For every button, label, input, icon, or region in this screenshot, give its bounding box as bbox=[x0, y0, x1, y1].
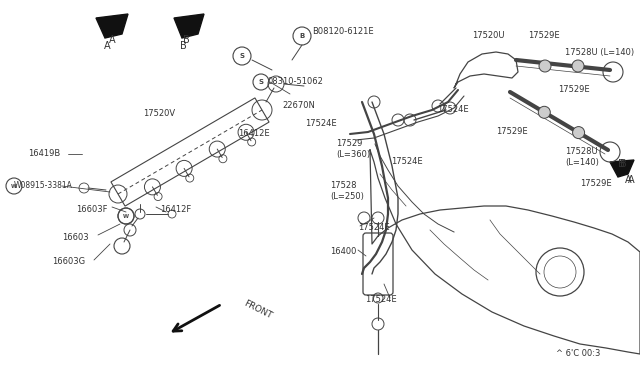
Text: 16400: 16400 bbox=[330, 247, 356, 257]
Polygon shape bbox=[610, 160, 634, 177]
Text: (L=140): (L=140) bbox=[565, 157, 599, 167]
Text: B08120-6121E: B08120-6121E bbox=[312, 28, 374, 36]
Text: (L=250): (L=250) bbox=[330, 192, 364, 201]
Text: A: A bbox=[104, 41, 110, 51]
Text: 16603: 16603 bbox=[62, 232, 88, 241]
Text: B: B bbox=[620, 159, 627, 169]
Text: ^ 6'C 00:3: ^ 6'C 00:3 bbox=[556, 350, 600, 359]
Text: 17520U: 17520U bbox=[472, 32, 504, 41]
Text: 17529E: 17529E bbox=[528, 32, 559, 41]
Text: 16412E: 16412E bbox=[238, 129, 269, 138]
Polygon shape bbox=[96, 14, 128, 38]
Text: 17520V: 17520V bbox=[143, 109, 175, 119]
Text: 16412F: 16412F bbox=[160, 205, 191, 214]
Text: W: W bbox=[11, 183, 17, 189]
Text: 17528U: 17528U bbox=[565, 148, 598, 157]
Text: A: A bbox=[109, 35, 115, 45]
Circle shape bbox=[539, 60, 551, 72]
Text: W: W bbox=[123, 214, 129, 218]
Text: 17529E: 17529E bbox=[496, 128, 527, 137]
Text: 17528U (L=140): 17528U (L=140) bbox=[565, 48, 634, 57]
Text: S: S bbox=[259, 79, 264, 85]
Text: 17524E: 17524E bbox=[391, 157, 422, 167]
Text: 16419B: 16419B bbox=[28, 150, 60, 158]
Text: B: B bbox=[180, 41, 186, 51]
Text: 08310-51062: 08310-51062 bbox=[268, 77, 324, 87]
Circle shape bbox=[572, 60, 584, 72]
Text: B: B bbox=[300, 33, 305, 39]
Text: 17529: 17529 bbox=[336, 140, 362, 148]
Text: 16603G: 16603G bbox=[52, 257, 85, 266]
Text: 17524E: 17524E bbox=[358, 224, 390, 232]
Text: 17528: 17528 bbox=[330, 182, 356, 190]
Text: 17524E: 17524E bbox=[437, 106, 468, 115]
Circle shape bbox=[538, 106, 550, 118]
Text: B: B bbox=[182, 35, 189, 45]
Polygon shape bbox=[174, 14, 204, 38]
Circle shape bbox=[573, 126, 584, 139]
Text: 17524E: 17524E bbox=[365, 295, 397, 305]
Text: A: A bbox=[628, 175, 635, 185]
Text: (L=360): (L=360) bbox=[336, 150, 370, 158]
Text: 16603F: 16603F bbox=[76, 205, 108, 214]
Text: W08915-3381A: W08915-3381A bbox=[14, 182, 73, 190]
Text: B: B bbox=[618, 159, 625, 169]
Text: 17529E: 17529E bbox=[580, 180, 612, 189]
Text: A: A bbox=[625, 175, 632, 185]
Text: S: S bbox=[239, 53, 244, 59]
Text: FRONT: FRONT bbox=[242, 299, 273, 321]
Text: 17529E: 17529E bbox=[558, 86, 589, 94]
Text: 22670N: 22670N bbox=[282, 100, 315, 109]
Text: 17524E: 17524E bbox=[305, 119, 337, 128]
